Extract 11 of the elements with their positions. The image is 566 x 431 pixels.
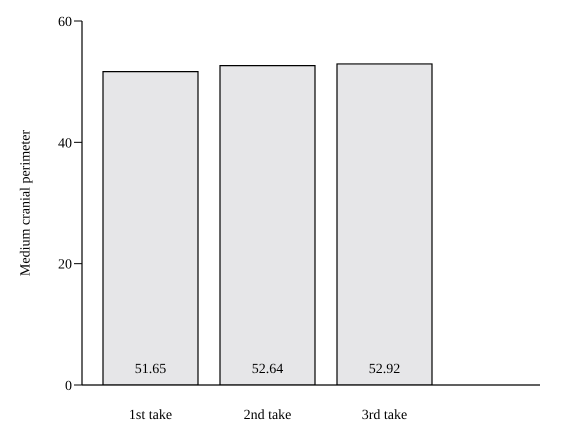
data-label: 52.64 (252, 362, 284, 377)
x-tick-label: 1st take (128, 408, 172, 423)
x-tick-label: 3rd take (362, 408, 408, 423)
data-label: 51.65 (134, 362, 166, 377)
data-label: 52.92 (368, 362, 400, 377)
y-axis-title: Medium cranial perimeter (18, 130, 34, 276)
y-tick-label: 0 (65, 378, 72, 394)
x-tick-label: 2nd take (244, 408, 292, 423)
y-tick-label: 60 (58, 14, 72, 30)
y-tick-label: 20 (58, 258, 72, 273)
y-tick-label: 40 (58, 136, 72, 152)
